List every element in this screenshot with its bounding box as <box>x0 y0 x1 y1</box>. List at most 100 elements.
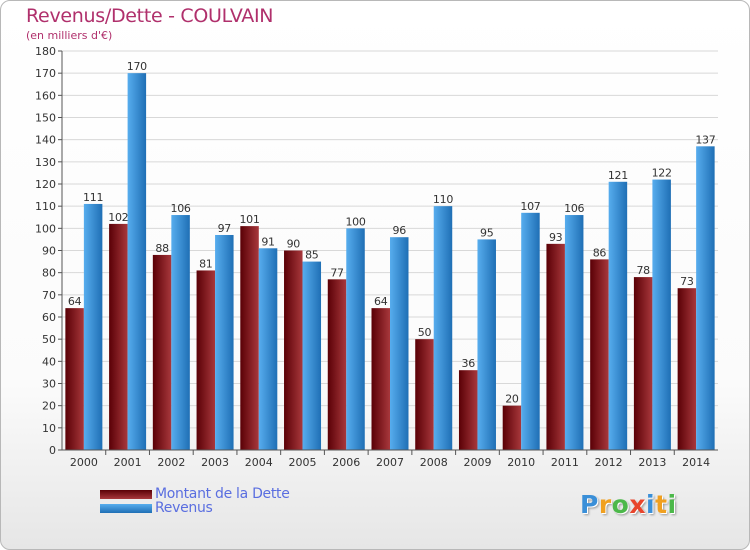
bar-revenus <box>521 212 540 450</box>
x-tick-label: 2013 <box>638 456 666 469</box>
data-label-revenus: 106 <box>564 202 584 215</box>
x-tick-label: 2006 <box>332 456 360 469</box>
x-tick-label: 2000 <box>70 456 98 469</box>
bar-debt <box>327 279 347 450</box>
bar-debt <box>284 250 303 450</box>
y-tick-label: 140 <box>35 134 56 147</box>
chart-subtitle: (en milliers d'€) <box>26 29 113 42</box>
bar-debt <box>546 243 565 450</box>
data-label-revenus: 111 <box>83 191 103 204</box>
y-tick-label: 180 <box>35 45 56 58</box>
x-tick-label: 2008 <box>420 456 448 469</box>
bar-debt <box>152 254 172 450</box>
data-label-revenus: 95 <box>480 226 494 239</box>
x-tick-label: 2011 <box>551 456 579 469</box>
data-label-revenus: 137 <box>695 133 715 146</box>
y-tick-label: 170 <box>35 67 56 80</box>
bar-revenus <box>127 73 147 451</box>
bar-revenus <box>433 206 453 450</box>
proxiti-logo: Proxiti <box>580 490 677 519</box>
data-label-revenus: 107 <box>520 200 540 213</box>
x-tick-label: 2003 <box>201 456 229 469</box>
data-label-debt: 64 <box>374 295 388 308</box>
axes: 0 10 20 30 40 50 60 70 80 90 100 110 120 130 140 150 160… <box>35 45 718 469</box>
bar-revenus <box>346 228 365 450</box>
legend-item-debt: Montant de la Dette <box>100 486 400 502</box>
bar-debt <box>240 226 259 450</box>
y-tick-label: 20 <box>42 400 56 413</box>
bar-revenus <box>171 215 190 450</box>
y-tick-label: 0 <box>49 444 56 457</box>
logo-letter: r <box>598 490 612 519</box>
data-label-debt: 64 <box>68 295 82 308</box>
x-tick-label: 2010 <box>507 456 535 469</box>
bar-debt <box>371 308 390 450</box>
bar-revenus <box>477 239 496 450</box>
data-label-debt: 73 <box>680 275 694 288</box>
data-label-debt: 90 <box>287 238 301 251</box>
chart-title: Revenus/Dette - COULVAIN <box>26 5 274 27</box>
bars <box>65 73 715 451</box>
y-tick-label: 50 <box>42 333 56 346</box>
data-label-revenus: 110 <box>433 193 453 206</box>
y-tick-label: 10 <box>42 422 56 435</box>
x-tick-label: 2002 <box>157 456 185 469</box>
y-tick-label: 70 <box>42 289 56 302</box>
y-tick-label: 60 <box>42 311 56 324</box>
x-tick-label: 2005 <box>289 456 317 469</box>
data-label-debt: 88 <box>155 242 169 255</box>
x-tick-label: 2012 <box>595 456 623 469</box>
bar-revenus <box>564 215 584 450</box>
bar-revenus <box>608 181 628 451</box>
x-tick-label: 2014 <box>682 456 710 469</box>
y-tick-label: 150 <box>35 112 56 125</box>
bar-debt <box>502 405 522 450</box>
legend-label-debt: Montant de la Dette <box>155 486 290 502</box>
y-tick-label: 40 <box>42 355 56 368</box>
data-label-revenus: 122 <box>652 167 672 180</box>
data-label-revenus: 121 <box>608 169 628 182</box>
data-label-debt: 50 <box>418 326 432 339</box>
data-label-debt: 86 <box>593 246 607 259</box>
bar-revenus <box>215 234 234 450</box>
y-tick-label: 130 <box>35 156 56 169</box>
data-label-revenus: 91 <box>261 235 274 248</box>
bar-revenus <box>696 146 715 451</box>
logo-letter: x <box>629 490 646 519</box>
data-label-revenus: 100 <box>345 215 365 228</box>
y-tick-label: 110 <box>35 200 56 213</box>
bar-debt <box>65 308 84 450</box>
data-label-revenus: 106 <box>171 202 191 215</box>
bar-revenus <box>83 203 103 450</box>
data-label-revenus: 96 <box>393 224 407 237</box>
bar-debt <box>109 223 128 450</box>
bar-revenus <box>302 261 322 450</box>
logo-letter: o <box>611 490 630 519</box>
legend-item-revenus: Revenus <box>100 500 400 516</box>
data-label-revenus: 97 <box>218 222 232 235</box>
bar-debt <box>458 370 478 450</box>
data-label-revenus: 85 <box>305 249 319 262</box>
data-label-debt: 20 <box>505 393 519 406</box>
data-label-debt: 81 <box>199 257 212 270</box>
logo-letter: t <box>655 490 668 519</box>
logo-letter: P <box>580 490 599 519</box>
bar-debt <box>677 288 697 450</box>
data-label-debt: 78 <box>636 264 650 277</box>
bar-debt <box>633 277 653 450</box>
data-label-debt: 101 <box>239 213 259 226</box>
bar-revenus <box>652 179 671 451</box>
data-label-revenus: 170 <box>127 60 147 73</box>
bar-debt <box>196 270 216 450</box>
y-tick-label: 160 <box>35 89 56 102</box>
legend-swatch-debt <box>100 490 152 499</box>
x-tick-label: 2007 <box>376 456 404 469</box>
bar-debt <box>415 339 434 450</box>
data-label-debt: 77 <box>330 266 344 279</box>
x-tick-label: 2004 <box>245 456 273 469</box>
x-tick-label: 2009 <box>463 456 491 469</box>
bar-revenus <box>390 237 409 450</box>
y-tick-label: 80 <box>42 267 56 280</box>
